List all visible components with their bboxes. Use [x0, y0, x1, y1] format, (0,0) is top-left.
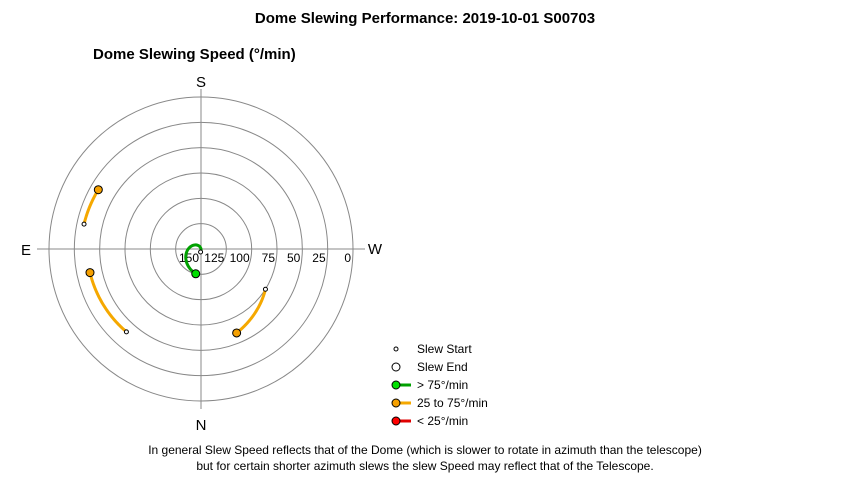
- legend-label: > 75°/min: [417, 378, 469, 392]
- slew-end-point: [191, 269, 201, 279]
- slew-start-point: [123, 329, 129, 335]
- direction-label-bottom: N: [196, 417, 207, 434]
- direction-label-left: E: [21, 242, 31, 259]
- slew-arc: [88, 272, 128, 333]
- slew-end-point: [85, 268, 95, 278]
- slew-arc: [235, 288, 267, 335]
- footnote: In general Slew Speed reflects that of t…: [0, 442, 850, 474]
- direction-label-right: W: [368, 241, 383, 258]
- footnote-line-1: In general Slew Speed reflects that of t…: [148, 443, 702, 457]
- legend-label: 25 to 75°/min: [417, 396, 488, 410]
- slew-arc: [184, 243, 203, 276]
- radial-tick-label: 25: [312, 251, 326, 265]
- slew-end-point: [93, 185, 103, 195]
- radial-tick-label: 50: [287, 251, 301, 265]
- legend-label: Slew Start: [417, 342, 472, 356]
- radial-tick-label: 0: [344, 251, 351, 265]
- fast-line-icon: [391, 380, 411, 390]
- main-title: Dome Slewing Performance: 2019-10-01 S00…: [254, 10, 596, 27]
- footnote-line-2: but for certain shorter azimuth slews th…: [196, 459, 654, 473]
- slew-start-point: [198, 249, 204, 255]
- polar-chart: S N E W 0 25 50 75 100 125 150: [21, 74, 383, 434]
- legend-label: < 25°/min: [417, 414, 469, 428]
- radial-tick-label: 125: [204, 251, 224, 265]
- chart-title: Dome Slewing Speed (°/min): [93, 46, 296, 63]
- slew-end-marker-icon: [391, 362, 401, 372]
- slew-start-point: [81, 221, 87, 227]
- legend-label: Slew End: [417, 360, 468, 374]
- radial-tick-label: 150: [179, 251, 199, 265]
- slow-line-icon: [391, 416, 411, 426]
- radial-tick-label: 100: [230, 251, 250, 265]
- direction-label-top: S: [196, 74, 206, 91]
- slew-end-point: [232, 328, 242, 338]
- slew-start-marker-icon: [393, 346, 399, 352]
- medium-line-icon: [391, 398, 411, 408]
- slew-start-point: [262, 286, 268, 292]
- slew-arc: [82, 188, 100, 225]
- radial-tick-label: 75: [262, 251, 276, 265]
